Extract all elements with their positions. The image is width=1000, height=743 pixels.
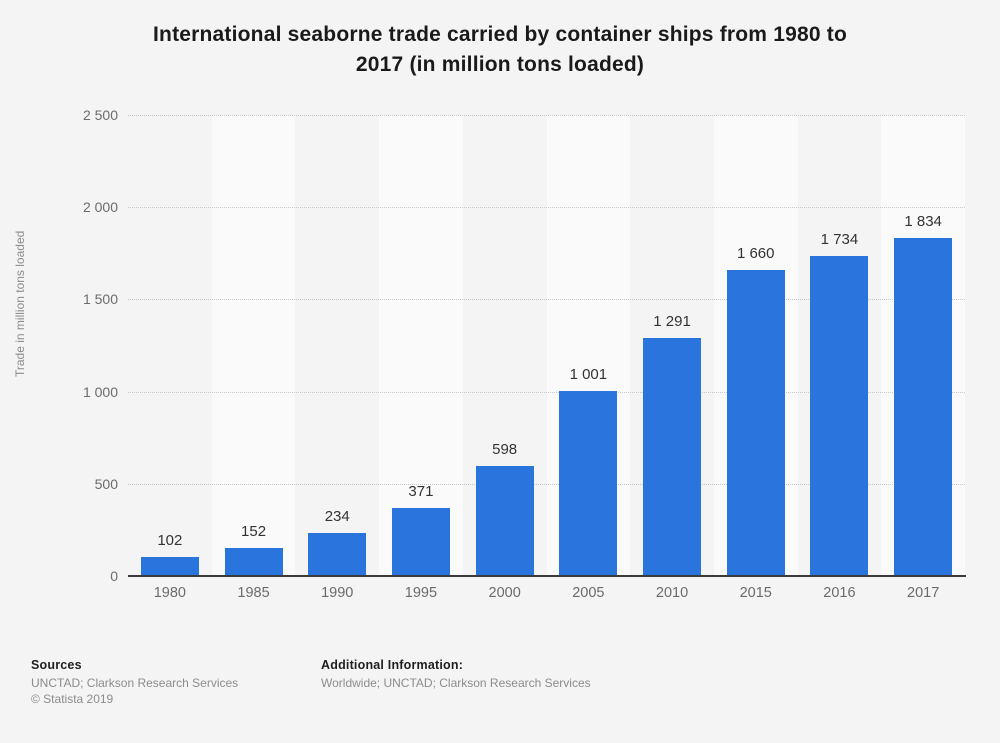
y-axis-tick-label: 2 000 [82,199,118,216]
gridline [128,115,965,116]
x-axis-tick-label: 1980 [153,585,186,601]
bar[interactable] [308,532,367,576]
bar-value-label: 152 [241,522,267,540]
x-axis-tick-label: 2010 [655,585,689,601]
bar-value-label: 1 734 [820,231,859,249]
x-axis-tick-label: 2017 [907,585,940,601]
bar-value-label: 371 [408,482,434,500]
y-axis-title: Trade in million tons loaded [13,230,27,377]
bar-value-label: 1 291 [653,312,691,330]
bar[interactable] [391,507,450,576]
bar-value-label: 102 [157,532,183,550]
bar[interactable] [224,547,283,576]
column-band [379,115,463,576]
x-axis-tick-label: 2015 [739,585,772,601]
gridline [128,207,965,209]
bar-value-label: 1 001 [569,366,608,384]
bar-value-label: 1 660 [736,244,775,262]
y-axis-tick-label: 500 [94,475,118,492]
chart-title-line-1: International seaborne trade carried by … [153,23,847,46]
column-band [295,115,380,576]
bar-group: 102 [128,115,212,576]
bar[interactable] [559,391,618,576]
bar-group: 371 [379,115,463,576]
bar[interactable] [810,256,869,576]
chart-footer: Sources UNCTAD; Clarkson Research Servic… [0,650,1000,743]
y-axis-tick-label: 0 [110,568,118,584]
column-band [128,115,212,576]
gridline [128,391,965,393]
bar-value-label: 598 [492,440,518,458]
bar-group: 234 [295,115,379,576]
additional-information-heading: Additional Information: [321,658,464,672]
bar[interactable] [894,237,953,576]
y-axis-tick-label: 1 500 [82,291,118,308]
additional-information-line-1: Worldwide; UNCTAD; Clarkson Research Ser… [321,676,591,690]
sources-line-1: UNCTAD; Clarkson Research Services [31,676,239,690]
x-axis-tick-label: 2005 [572,585,605,601]
x-axis-tick-label: 1990 [321,585,354,601]
chart-title: International seaborne trade carried by … [60,20,940,80]
x-axis-tick-label: 1985 [237,585,270,601]
plot-area: 102 152 234 371 598 1 001 1 291 1 660 1 734 1 834 [128,115,965,576]
footer-sources: Sources UNCTAD; Clarkson Research Servic… [31,658,238,707]
bar-group: 1 834 [881,115,965,576]
x-axis-tick-label: 2016 [823,585,856,601]
chart-title-line-2: 2017 (in million tons loaded) [355,53,645,76]
y-axis: 0 500 1 000 1 500 2 000 2 500 [10,107,118,584]
y-axis-tick-label: 1 000 [82,383,118,400]
bar[interactable] [643,337,702,576]
bar-group: 1 291 [630,115,714,576]
column-band [211,115,296,576]
bar[interactable] [726,269,785,576]
x-axis-line [128,575,966,577]
x-axis-tick-label: 2000 [488,585,521,601]
gridline [128,299,965,301]
footer-additional-information: Additional Information: Worldwide; UNCTA… [321,658,591,691]
gridline [128,483,965,485]
bar-group: 1 001 [547,115,631,576]
x-axis-tick-label: 1995 [404,585,438,601]
bar-value-label: 234 [324,507,350,525]
bar-group: 1 734 [798,115,882,576]
sources-heading: Sources [31,658,82,672]
bar-value-label: 1 834 [904,212,942,230]
bar-group: 1 660 [714,115,798,576]
y-axis-tick-label: 2 500 [82,107,118,123]
bar[interactable] [140,557,199,576]
bar[interactable] [475,465,534,576]
bar-group: 152 [212,115,296,576]
bar-group: 598 [463,115,547,576]
sources-copyright: © Statista 2019 [31,692,114,706]
x-axis: 1980 1985 1990 1995 2000 2005 2010 2015 2016 2017 [128,585,965,613]
